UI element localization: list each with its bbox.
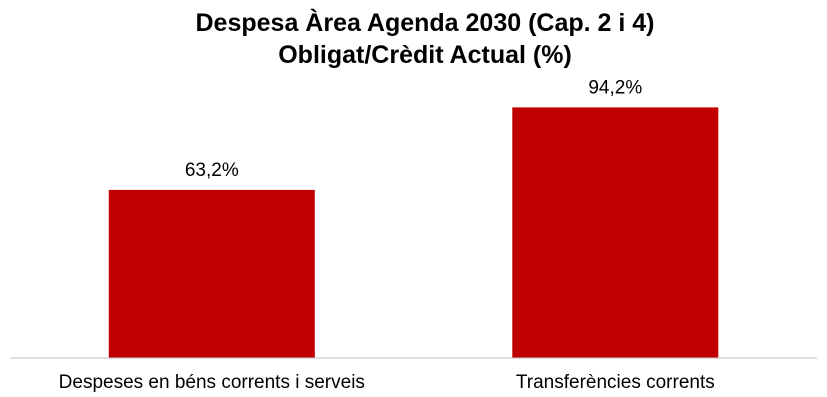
data-label-2: 94,2% — [588, 77, 642, 98]
bar-2 — [512, 107, 719, 359]
x-tick-label-2: Transferències corrents — [516, 372, 715, 393]
data-label-1: 63,2% — [185, 160, 239, 181]
data-label-group: 63,2% 94,2% — [185, 77, 642, 180]
chart-subtitle: Obligat/Crèdit Actual (%) — [278, 41, 572, 69]
x-tick-label-group: Despeses en béns corrents i serveis Trans… — [59, 372, 715, 393]
bar-group — [108, 107, 719, 359]
bar-1 — [108, 189, 315, 358]
x-tick-label-1: Despeses en béns corrents i serveis — [59, 372, 365, 393]
chart-title: Despesa Àrea Agenda 2030 (Cap. 2 i 4) — [196, 8, 655, 37]
